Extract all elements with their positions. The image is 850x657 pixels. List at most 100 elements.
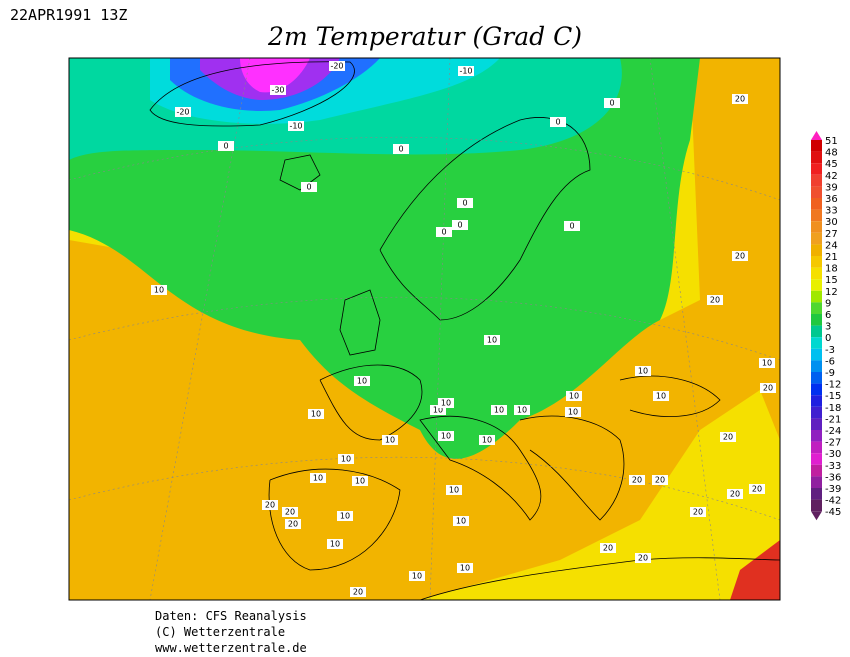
label-box <box>430 405 446 415</box>
label-box <box>338 454 354 464</box>
colorbar-label: 3 <box>825 322 831 333</box>
label-box <box>760 383 776 393</box>
colorbar-label: -24 <box>825 426 841 437</box>
contour-label: 10 <box>449 486 459 495</box>
color-band <box>811 256 822 268</box>
colorbar-label: 6 <box>825 310 831 321</box>
label-box <box>409 571 425 581</box>
label-box <box>629 475 645 485</box>
colorbar-label: -39 <box>825 484 841 495</box>
colorbar-label: 36 <box>825 194 838 205</box>
contour-label: 0 <box>441 228 446 237</box>
label-box <box>484 335 500 345</box>
colorbar-label: -36 <box>825 472 841 483</box>
contour-label: 10 <box>482 436 492 445</box>
label-box <box>352 476 368 486</box>
label-box <box>282 507 298 517</box>
contour-label: 10 <box>487 336 497 345</box>
label-box <box>479 435 495 445</box>
color-band <box>811 186 822 198</box>
contour-label: 10 <box>494 406 504 415</box>
label-box <box>707 295 723 305</box>
label-box <box>175 107 191 117</box>
contour-label: 20 <box>735 95 745 104</box>
colorbar-label: 9 <box>825 298 831 309</box>
footer-line: (C) Wetterzentrale <box>155 625 285 639</box>
color-band <box>811 325 822 338</box>
contour-label: 20 <box>353 588 363 597</box>
color-band <box>811 360 822 372</box>
label-box <box>635 366 651 376</box>
colorbar-bottom-arrow <box>811 511 822 521</box>
label-box <box>759 358 775 368</box>
contour-label: -20 <box>176 108 189 117</box>
label-box <box>635 553 651 563</box>
color-band <box>811 453 822 465</box>
label-box <box>310 473 326 483</box>
colorbar-label: 27 <box>825 229 838 240</box>
colorbar-top-arrow <box>811 131 822 140</box>
label-box <box>151 285 167 295</box>
color-band <box>811 140 822 152</box>
label-box <box>732 251 748 261</box>
label-box <box>652 475 668 485</box>
contour-label: 10 <box>357 377 367 386</box>
label-box <box>514 405 530 415</box>
contour-label: 20 <box>638 554 648 563</box>
contour-label: 10 <box>762 359 772 368</box>
color-band <box>811 499 822 512</box>
contour-label: 10 <box>154 286 164 295</box>
label-box <box>438 431 454 441</box>
colorbar-label: -42 <box>825 496 841 507</box>
contour-label: 10 <box>441 432 451 441</box>
footer-line: www.wetterzentrale.de <box>155 641 307 655</box>
color-band <box>811 383 822 396</box>
color-band <box>811 163 822 175</box>
color-band <box>811 418 822 430</box>
color-band <box>811 232 822 245</box>
label-box <box>453 516 469 526</box>
colorbar-label: -33 <box>825 461 841 472</box>
label-box <box>446 485 462 495</box>
contour-label: -20 <box>330 62 343 71</box>
map: -20 -30 -20 -10 -10 0 0 0 0 0 0 0 0 0 20 20 20 10 10 10 10 10… <box>69 58 780 600</box>
contour-label: 10 <box>385 436 395 445</box>
label-box <box>308 409 324 419</box>
label-box <box>393 144 409 154</box>
contour-label: 10 <box>569 392 579 401</box>
color-band <box>811 198 822 210</box>
color-band <box>811 348 822 361</box>
label-box <box>690 507 706 517</box>
colorbar-label: 45 <box>825 159 838 170</box>
color-band <box>811 464 822 477</box>
contour-label: 20 <box>730 490 740 499</box>
color-band <box>811 290 822 303</box>
colorbar-label: -12 <box>825 380 841 391</box>
label-box <box>350 587 366 597</box>
contour-label: 10 <box>568 408 578 417</box>
contour-label: 0 <box>609 99 614 108</box>
color-band <box>811 337 822 349</box>
colorbar-label: 0 <box>825 333 831 344</box>
label-box <box>262 500 278 510</box>
color-band <box>811 372 822 384</box>
colorbar-label: -9 <box>825 368 835 379</box>
color-band <box>811 151 822 164</box>
contour-label: 10 <box>355 477 365 486</box>
contour-label: 10 <box>412 572 422 581</box>
contour-label: 20 <box>632 476 642 485</box>
label-box <box>732 94 748 104</box>
label-box <box>337 511 353 521</box>
contour-label: -10 <box>289 122 302 131</box>
contour-label: 10 <box>638 367 648 376</box>
color-band <box>811 488 822 500</box>
label-box <box>354 376 370 386</box>
contour-label: 20 <box>655 476 665 485</box>
color-band <box>811 476 822 488</box>
label-box <box>566 391 582 401</box>
color-band <box>811 302 822 314</box>
label-box <box>436 227 452 237</box>
colorbar-label: -15 <box>825 391 841 402</box>
contour-label: 0 <box>398 145 403 154</box>
color-band <box>811 314 822 326</box>
